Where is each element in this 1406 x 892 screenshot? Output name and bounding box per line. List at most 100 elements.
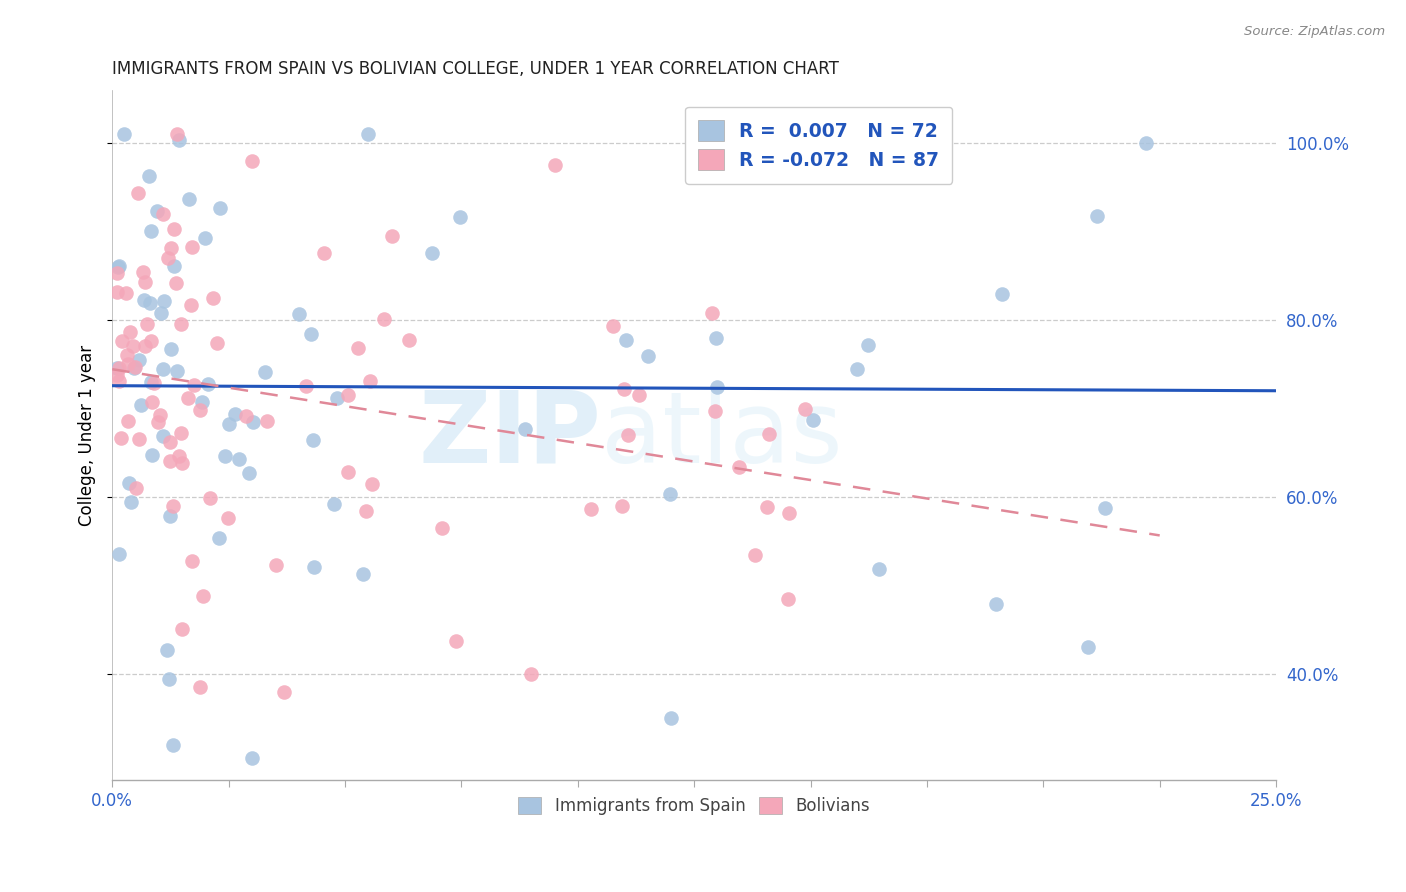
Point <box>107 260 129 274</box>
Point <box>115 285 138 300</box>
Point <box>183 377 205 392</box>
Point <box>124 360 146 375</box>
Point <box>152 293 174 308</box>
Point <box>208 201 231 215</box>
Point <box>170 317 193 331</box>
Point <box>152 429 174 443</box>
Point <box>756 500 779 514</box>
Point <box>700 306 723 320</box>
Point <box>149 306 172 320</box>
Point <box>198 491 221 505</box>
Point <box>659 711 682 725</box>
Point <box>801 413 824 427</box>
Point <box>172 623 194 637</box>
Point <box>141 395 163 409</box>
Point <box>240 154 263 169</box>
Point <box>602 319 624 334</box>
Point <box>288 306 311 320</box>
Point <box>117 357 139 371</box>
Point <box>846 362 869 376</box>
Point <box>347 341 370 355</box>
Point <box>256 414 278 428</box>
Point <box>380 229 402 244</box>
Point <box>139 334 162 349</box>
Point <box>398 333 420 347</box>
Point <box>105 285 128 299</box>
Point <box>108 374 131 388</box>
Point <box>361 476 384 491</box>
Point <box>214 450 236 464</box>
Point <box>613 383 636 397</box>
Point <box>115 348 138 362</box>
Point <box>704 403 727 417</box>
Point <box>1077 640 1099 654</box>
Point <box>449 210 471 224</box>
Point <box>142 376 165 390</box>
Point <box>159 435 181 450</box>
Point <box>543 158 565 172</box>
Point <box>177 391 200 405</box>
Point <box>120 495 142 509</box>
Point <box>125 481 148 495</box>
Point <box>793 401 815 416</box>
Point <box>135 318 157 332</box>
Point <box>191 589 214 603</box>
Point <box>146 204 169 219</box>
Point <box>157 672 180 686</box>
Point <box>325 391 347 405</box>
Point <box>127 186 149 200</box>
Point <box>160 241 183 255</box>
Point <box>166 364 188 378</box>
Point <box>208 531 231 545</box>
Point <box>991 287 1014 301</box>
Legend: Immigrants from Spain, Bolivians: Immigrants from Spain, Bolivians <box>510 789 879 823</box>
Point <box>163 260 186 274</box>
Point <box>132 293 155 307</box>
Point <box>152 362 174 376</box>
Point <box>359 375 381 389</box>
Point <box>134 275 156 289</box>
Point <box>156 251 179 265</box>
Point <box>728 459 751 474</box>
Point <box>302 434 325 448</box>
Point <box>612 499 634 513</box>
Text: atlas: atlas <box>600 387 842 483</box>
Point <box>139 224 162 238</box>
Point <box>579 501 602 516</box>
Point <box>165 276 187 290</box>
Point <box>354 504 377 518</box>
Point <box>197 377 219 392</box>
Point <box>141 448 163 462</box>
Point <box>111 334 134 349</box>
Point <box>1135 136 1157 151</box>
Point <box>856 338 879 352</box>
Point <box>637 349 659 363</box>
Point <box>112 128 135 142</box>
Point <box>224 407 246 421</box>
Point <box>373 311 395 326</box>
Point <box>194 231 217 245</box>
Point <box>108 548 131 562</box>
Point <box>132 265 155 279</box>
Point <box>162 499 184 513</box>
Point <box>180 298 202 312</box>
Point <box>128 353 150 368</box>
Point <box>205 336 228 351</box>
Point <box>776 592 799 607</box>
Point <box>778 506 800 520</box>
Point <box>1094 501 1116 516</box>
Text: ZIP: ZIP <box>418 387 600 483</box>
Point <box>295 378 318 392</box>
Point <box>118 476 141 491</box>
Point <box>188 681 211 695</box>
Point <box>128 432 150 446</box>
Point <box>520 667 543 681</box>
Point <box>118 325 141 339</box>
Point <box>138 169 160 183</box>
Point <box>117 414 139 428</box>
Point <box>105 361 128 376</box>
Point <box>353 566 375 581</box>
Point <box>614 333 637 347</box>
Point <box>217 511 239 525</box>
Point <box>299 326 322 341</box>
